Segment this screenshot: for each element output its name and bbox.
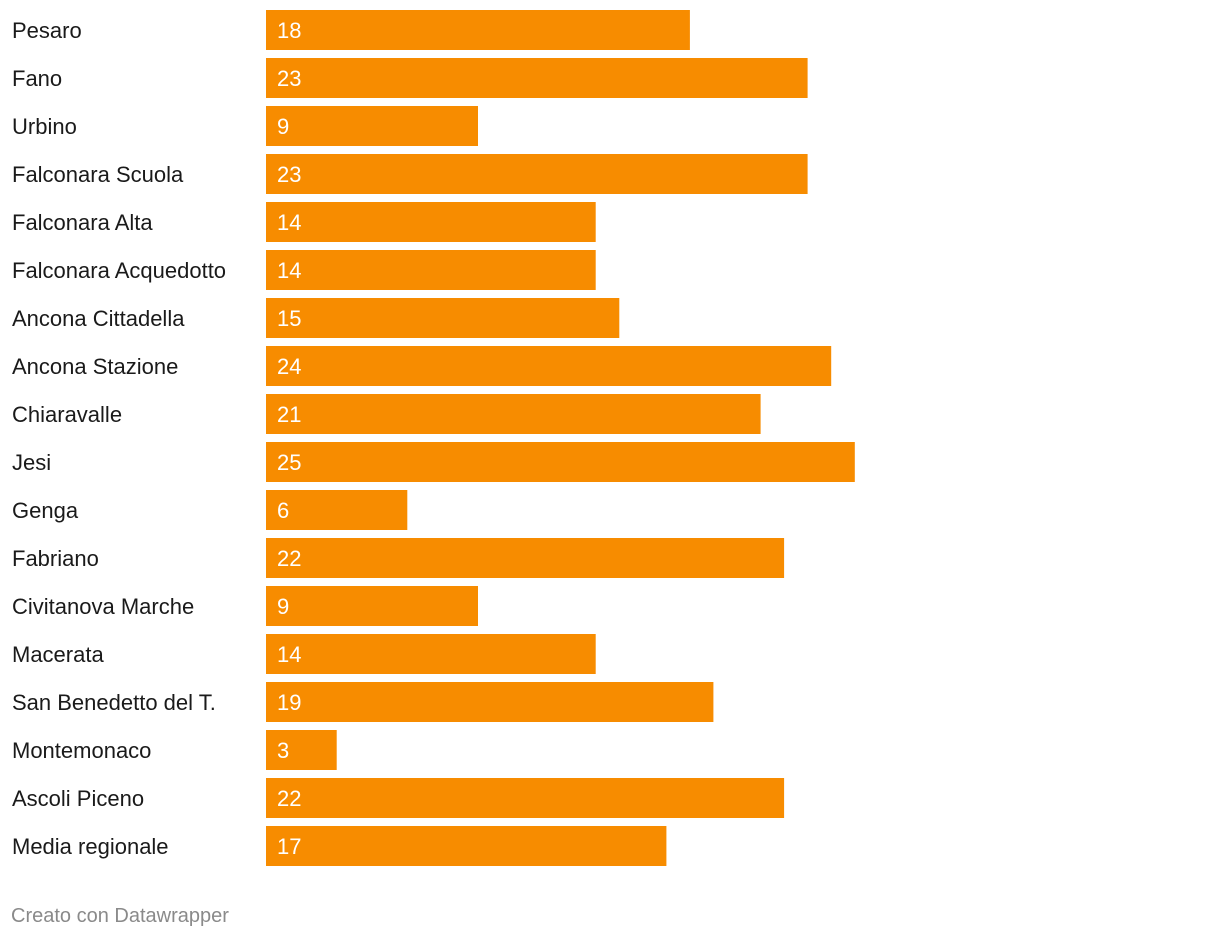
bar-row: Pesaro 18 <box>12 10 690 50</box>
category-label: Macerata <box>12 642 104 667</box>
value-label: 9 <box>277 594 289 619</box>
category-label: Falconara Scuola <box>12 162 184 187</box>
category-label: Ancona Cittadella <box>12 306 185 331</box>
bar <box>266 154 808 194</box>
category-label: Falconara Acquedotto <box>12 258 226 283</box>
bar-row: Montemonaco 3 <box>12 730 337 770</box>
bar <box>266 682 714 722</box>
category-label: San Benedetto del T. <box>12 690 216 715</box>
bar <box>266 298 620 338</box>
category-label: Civitanova Marche <box>12 594 194 619</box>
value-label: 6 <box>277 498 289 523</box>
value-label: 15 <box>277 306 301 331</box>
bar-row: Falconara Alta 14 <box>12 202 596 242</box>
value-label: 19 <box>277 690 301 715</box>
bar-row: Chiaravalle 21 <box>12 394 761 434</box>
bar-row: Ascoli Piceno 22 <box>12 778 785 818</box>
bar-row: Falconara Acquedotto 14 <box>12 250 596 290</box>
value-label: 3 <box>277 738 289 763</box>
value-label: 21 <box>277 402 301 427</box>
category-label: Fano <box>12 66 62 91</box>
value-label: 23 <box>277 162 301 187</box>
bar <box>266 106 478 146</box>
value-label: 14 <box>277 642 301 667</box>
bar-row: Fano 23 <box>12 58 808 98</box>
bar-row: Ancona Cittadella 15 <box>12 298 620 338</box>
category-label: Ascoli Piceno <box>12 786 144 811</box>
bar-row: Media regionale 17 <box>12 826 667 866</box>
category-label: Urbino <box>12 114 77 139</box>
bar <box>266 58 808 98</box>
bar <box>266 442 855 482</box>
bar <box>266 538 785 578</box>
category-label: Genga <box>12 498 79 523</box>
footer-credit[interactable]: Creato con Datawrapper <box>11 905 229 927</box>
bar-row: Ancona Stazione 24 <box>12 346 832 386</box>
bar <box>266 778 785 818</box>
bar <box>266 826 667 866</box>
bar-row: Urbino 9 <box>12 106 478 146</box>
bar <box>266 250 596 290</box>
category-label: Falconara Alta <box>12 210 153 235</box>
bar-row: San Benedetto del T. 19 <box>12 682 714 722</box>
category-label: Fabriano <box>12 546 99 571</box>
category-label: Chiaravalle <box>12 402 122 427</box>
bar-row: Civitanova Marche 9 <box>12 586 478 626</box>
bar <box>266 394 761 434</box>
bar <box>266 10 690 50</box>
value-label: 17 <box>277 834 301 859</box>
category-label: Montemonaco <box>12 738 151 763</box>
category-label: Pesaro <box>12 18 82 43</box>
value-label: 23 <box>277 66 301 91</box>
bar <box>266 586 478 626</box>
category-label: Jesi <box>12 450 51 475</box>
bar <box>266 202 596 242</box>
value-label: 14 <box>277 258 301 283</box>
bar-row: Genga 6 <box>12 490 408 530</box>
value-label: 18 <box>277 18 301 43</box>
bar <box>266 490 408 530</box>
bar-row: Jesi 25 <box>12 442 855 482</box>
bar-row: Fabriano 22 <box>12 538 785 578</box>
value-label: 9 <box>277 114 289 139</box>
value-label: 22 <box>277 786 301 811</box>
bar <box>266 634 596 674</box>
value-label: 25 <box>277 450 301 475</box>
category-label: Media regionale <box>12 834 169 859</box>
value-label: 22 <box>277 546 301 571</box>
category-label: Ancona Stazione <box>12 354 178 379</box>
value-label: 24 <box>277 354 301 379</box>
bar <box>266 730 337 770</box>
bar-row: Falconara Scuola 23 <box>12 154 808 194</box>
bar-row: Macerata 14 <box>12 634 596 674</box>
value-label: 14 <box>277 210 301 235</box>
bar <box>266 346 832 386</box>
